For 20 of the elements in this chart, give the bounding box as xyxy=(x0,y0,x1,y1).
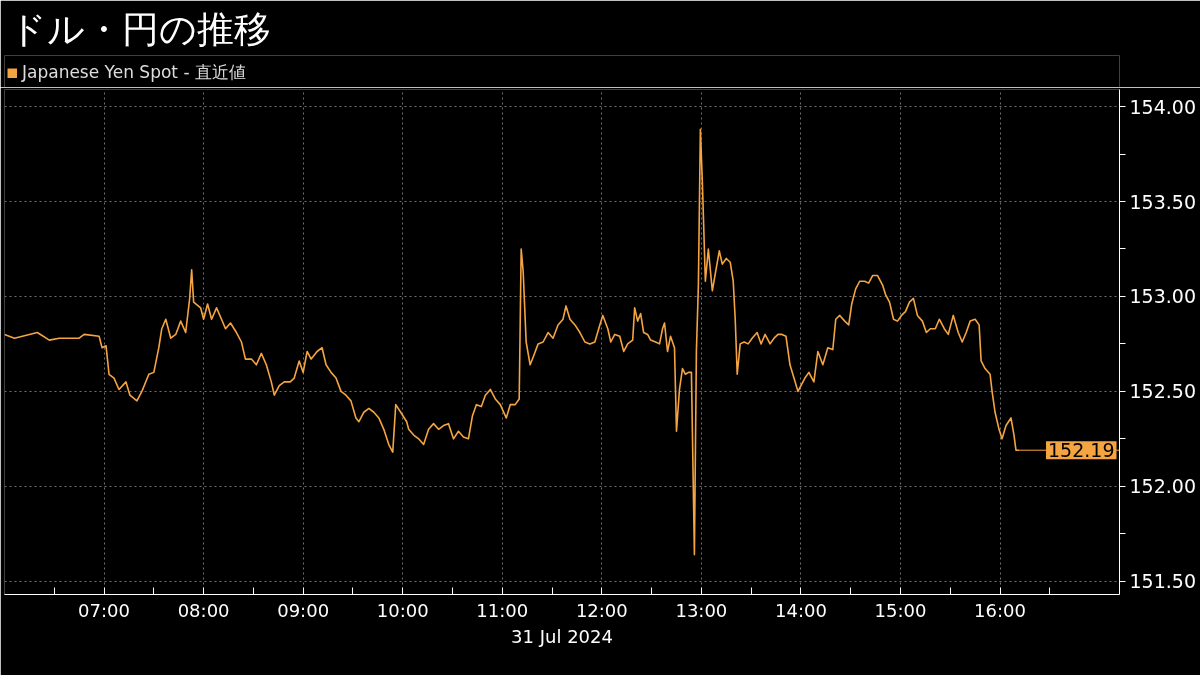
x-axis-title: 31 Jul 2024 xyxy=(511,625,613,647)
x-tick-label: 13:00 xyxy=(675,599,728,621)
x-tick-label: 16:00 xyxy=(974,599,1026,621)
x-tick-label: 10:00 xyxy=(376,599,429,621)
ref-line-label: 152.19 xyxy=(1048,439,1115,462)
legend-label: Japanese Yen Spot - 直近値 xyxy=(22,61,246,84)
y-tick-label: 152.50 xyxy=(1129,380,1196,403)
x-tick-label: 09:00 xyxy=(277,599,330,621)
x-tick-label: 07:00 xyxy=(78,599,130,621)
x-tick-label: 12:00 xyxy=(575,599,628,621)
y-tick-label: 153.00 xyxy=(1129,285,1196,308)
y-tick-label: 154.00 xyxy=(1129,95,1196,118)
x-tick-label: 11:00 xyxy=(476,599,529,621)
y-tick-label: 152.00 xyxy=(1129,475,1196,498)
x-tick-label: 15:00 xyxy=(874,599,927,621)
x-tick-label: 14:00 xyxy=(774,599,827,621)
y-tick-label: 151.50 xyxy=(1129,570,1196,593)
chart-title: ドル・円の推移 xyxy=(8,7,271,51)
y-tick-label: 153.50 xyxy=(1129,190,1196,213)
x-tick-label: 08:00 xyxy=(177,599,230,621)
